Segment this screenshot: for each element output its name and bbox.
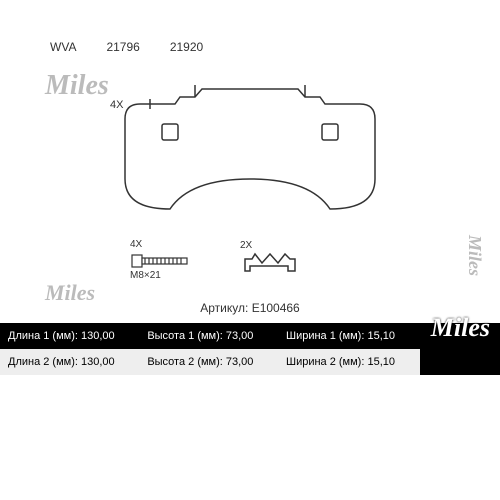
spec-val: 73,00	[226, 330, 254, 342]
wva-code1: 21796	[106, 40, 139, 54]
brand-watermark-bl: Miles	[45, 280, 95, 306]
brand-watermark-r: Miles	[464, 235, 485, 276]
brake-pad-icon	[110, 79, 390, 219]
spec-label: Ширина 2 (мм):	[286, 356, 364, 368]
footer-brand-logo: Miles	[431, 313, 490, 343]
spec-label: Высота 1 (мм):	[147, 330, 223, 342]
bolt-spec-text: M8×21	[130, 270, 161, 281]
bolt-spec: 4X M8×21	[130, 239, 200, 281]
article-row: Артикул: E100466	[50, 301, 450, 315]
clip-qty-label: 2X	[240, 240, 252, 251]
wva-code2: 21920	[170, 40, 203, 54]
brake-pad-diagram: 4X	[90, 79, 410, 219]
spec-label: Ширина 1 (мм):	[286, 330, 364, 342]
article-label: Артикул:	[200, 301, 248, 315]
specs-table: Длина 1 (мм): 130,00 Высота 1 (мм): 73,0…	[0, 323, 500, 375]
wva-label: WVA	[50, 40, 76, 54]
spec-val: 73,00	[226, 356, 254, 368]
spec-label: Длина 2 (мм):	[8, 356, 78, 368]
table-row: Длина 1 (мм): 130,00 Высота 1 (мм): 73,0…	[0, 323, 500, 349]
wva-codes: WVA 21796 21920	[50, 40, 450, 54]
clip-spec: 2X	[240, 240, 300, 281]
spec-val: 130,00	[81, 330, 115, 342]
spec-val: 15,10	[367, 356, 395, 368]
bolt-qty-label: 4X	[130, 239, 142, 250]
bolt-icon	[130, 252, 200, 270]
spec-val: 130,00	[81, 356, 115, 368]
pad-qty-label: 4X	[110, 99, 123, 111]
article-value: E100466	[252, 301, 300, 315]
spec-val: 15,10	[367, 330, 395, 342]
spec-label: Высота 2 (мм):	[147, 356, 223, 368]
clip-icon	[240, 251, 300, 281]
spec-label: Длина 1 (мм):	[8, 330, 78, 342]
